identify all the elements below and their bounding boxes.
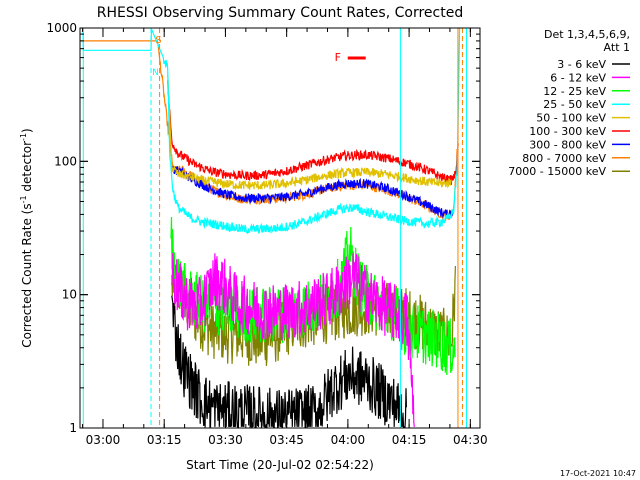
x-tick-label-0: 03:00 [86, 433, 121, 447]
plot-ticks-group: 1 10 100 1000 03:00 03:15 03:30 03:45 04:00 04:15… [46, 21, 487, 447]
series-line-0 [171, 295, 407, 428]
y-tick-label-1: 10 [62, 288, 77, 302]
series-line-1 [171, 252, 415, 427]
y-axis-label-sup1: -1 [19, 195, 28, 203]
legend-label-2: 12 - 25 keV [543, 85, 606, 98]
x-tick-label-3: 03:45 [269, 433, 304, 447]
legend-label-0: 3 - 6 keV [557, 58, 606, 71]
series-line-6 [172, 165, 454, 219]
legend-header: Det 1,3,4,5,6,9, [544, 28, 630, 41]
timestamp: 17-Oct-2021 10:47 [560, 469, 636, 478]
x-tick-label-6: 04:30 [453, 433, 488, 447]
y-axis-label-sup2: -1 [19, 133, 28, 141]
y-tick-label-2: 100 [54, 154, 77, 168]
legend-label-6: 300 - 800 keV [529, 138, 606, 151]
legend-label-3: 25 - 50 keV [543, 98, 606, 111]
y-tick-label-0: 1 [69, 421, 77, 435]
night-marker: N [152, 68, 159, 78]
legend-header-attenuator: Att 1 [604, 41, 630, 54]
legend-label-1: 6 - 12 keV [550, 71, 606, 84]
y-axis-label-end: ) [20, 128, 34, 133]
y-axis-label-mid: detector [20, 141, 34, 196]
legend-label-4: 50 - 100 keV [536, 112, 606, 125]
plot-axes-group [79, 27, 481, 429]
chart-title: RHESSI Observing Summary Count Rates, Co… [97, 5, 463, 21]
flare-marker: F [335, 51, 341, 64]
plot-frame [79, 27, 481, 429]
south-atlantic-anomaly-marker: S [155, 35, 161, 46]
plot-vlines-group: S N F [82, 28, 468, 428]
legend-label-5: 100 - 300 keV [529, 125, 606, 138]
x-tick-label-5: 04:15 [392, 433, 427, 447]
y-axis-label-main: Corrected Count Rate (s [20, 203, 34, 347]
x-tick-label-4: 04:00 [331, 433, 366, 447]
series-line-3 [80, 28, 461, 235]
legend-label-7: 800 - 7000 keV [522, 152, 606, 165]
series-line-5 [167, 80, 459, 185]
legend-label-8: 7000 - 15000 keV [508, 165, 606, 178]
x-axis-label: Start Time (20-Jul-02 02:54:22) [186, 458, 374, 472]
plot-series-group [80, 28, 461, 428]
x-tick-label-1: 03:15 [147, 433, 182, 447]
x-tick-label-2: 03:30 [208, 433, 243, 447]
y-tick-label-3: 1000 [46, 21, 77, 35]
y-axis-label: Corrected Count Rate (s-1 detector-1) [19, 128, 34, 347]
series-line-4 [167, 74, 452, 191]
